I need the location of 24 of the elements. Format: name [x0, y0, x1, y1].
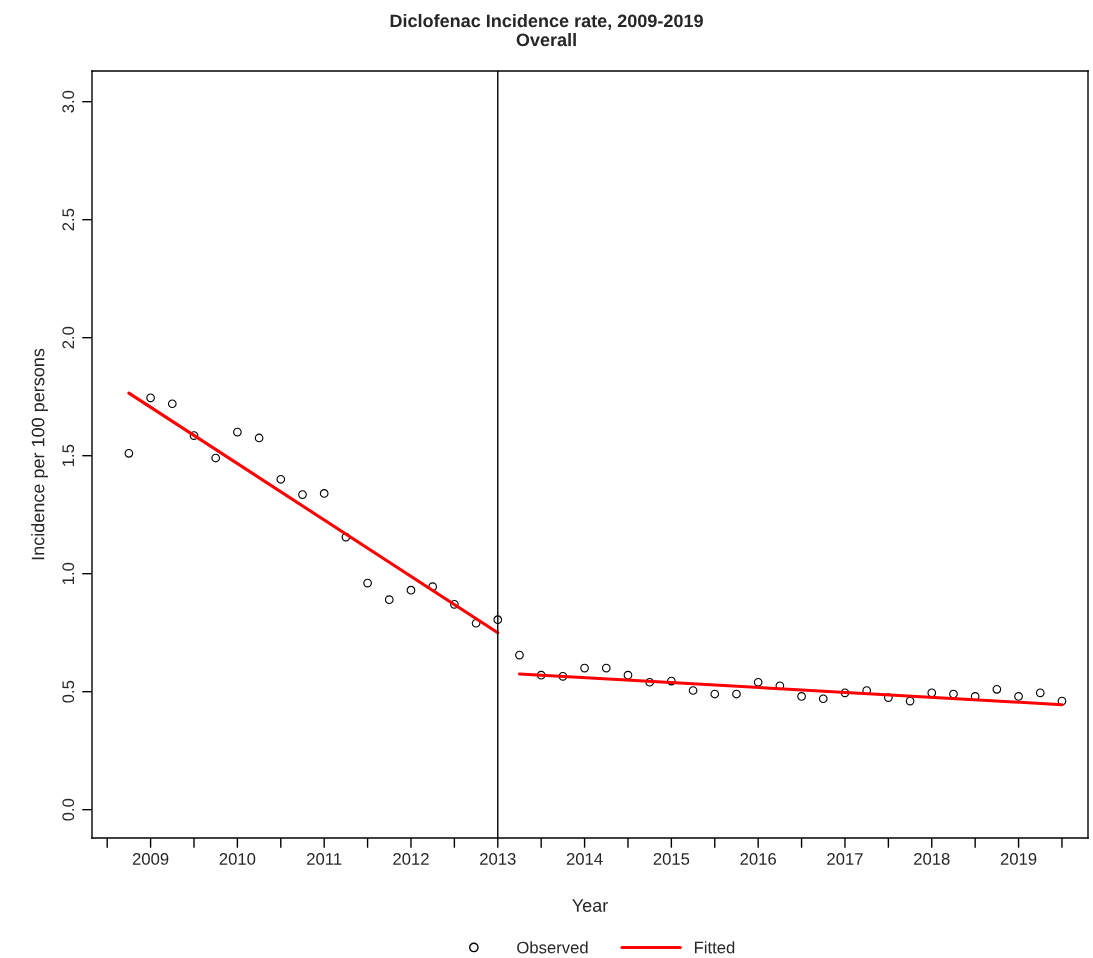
- x-tick-label: 2010: [219, 853, 256, 865]
- y-tick-label: 0.0: [62, 798, 75, 821]
- x-tick-label: 2015: [653, 853, 690, 865]
- x-tick-label: 2018: [914, 853, 950, 865]
- y-axis-title: Incidence per 100 persons: [31, 348, 48, 560]
- chart-subtitle: Overall: [516, 33, 576, 47]
- x-tick-label: 2012: [393, 853, 429, 865]
- y-tick-label: 1.0: [62, 562, 75, 584]
- chart-title: Diclofenac Incidence rate, 2009-2019: [390, 14, 703, 30]
- x-tick-label: 2011: [307, 853, 342, 865]
- x-tick-label: 2017: [827, 853, 863, 865]
- y-tick-label: 3.0: [62, 90, 75, 113]
- y-tick-label: 2.5: [62, 208, 75, 231]
- x-tick-label: 2014: [566, 853, 603, 865]
- x-tick-label: 2013: [480, 853, 516, 865]
- x-tick-label: 2016: [740, 853, 776, 865]
- y-tick-label: 2.0: [62, 326, 75, 349]
- x-axis-title: Year: [572, 899, 608, 912]
- x-tick-label: 2009: [132, 853, 169, 865]
- x-tick-label: 2019: [1000, 853, 1037, 865]
- y-tick-label: 0.5: [62, 680, 75, 703]
- y-tick-label: 1.5: [62, 444, 75, 466]
- legend-label: Fitted: [694, 941, 735, 954]
- legend-label: Observed: [517, 941, 588, 954]
